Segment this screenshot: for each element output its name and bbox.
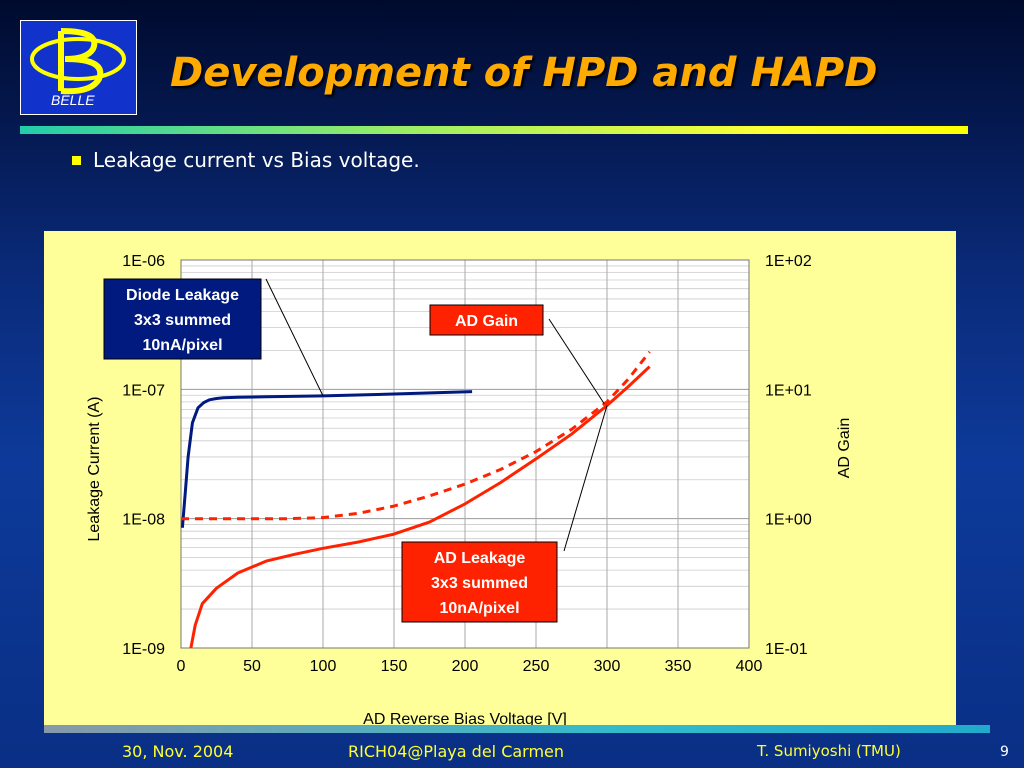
logo-label: BELLE	[51, 92, 95, 108]
y2-tick-label: 1E+02	[765, 253, 812, 270]
footer-author: T. Sumiyoshi (TMU)	[757, 742, 901, 760]
annotation-box	[401, 541, 558, 623]
x-tick-label: 150	[381, 658, 408, 675]
x-tick-label: 400	[736, 658, 763, 675]
chart-labels: 0 50 100 150 200 250 300 350 400 1E-06 1E-07 1E-08 1…	[86, 253, 853, 728]
page-number: 9	[1000, 744, 1009, 760]
y-tick-label: 1E-08	[122, 512, 165, 529]
y-tick-label: 1E-09	[122, 641, 165, 658]
bullet-item: Leakage current vs Bias voltage.	[72, 148, 420, 172]
annotation-text: Diode Leakage	[126, 287, 239, 304]
annotation-text: 3x3 summed	[134, 312, 231, 329]
footer-underline	[44, 725, 990, 733]
annotation-text: AD Leakage	[434, 550, 526, 567]
y2-tick-label: 1E+01	[765, 382, 812, 399]
page-title: Development of HPD and HAPD	[170, 50, 878, 96]
y-tick-label: 1E-06	[122, 253, 165, 270]
x-tick-label: 0	[177, 658, 186, 675]
chart-series	[180, 350, 651, 649]
belle-logo: BELLE	[20, 20, 137, 115]
y2-tick-label: 1E+00	[765, 512, 812, 529]
x-tick-label: 350	[665, 658, 692, 675]
annotation-text: 3x3 summed	[431, 575, 528, 592]
belle-b-icon	[30, 28, 126, 95]
y-axis-title: Leakage Current (A)	[86, 397, 103, 542]
bullet-text: Leakage current vs Bias voltage.	[93, 148, 420, 172]
y2-tick-label: 1E-01	[765, 641, 808, 658]
x-tick-label: 300	[594, 658, 621, 675]
annotation-leader-line	[563, 405, 608, 552]
annotation-text: 10nA/pixel	[439, 600, 519, 617]
annotation-ad-gain: AD Gain	[429, 304, 605, 404]
chart-axes	[180, 259, 750, 649]
x-tick-label: 250	[523, 658, 550, 675]
chart-panel: 0 50 100 150 200 250 300 350 400 1E-06 1E-07 1E-08 1…	[44, 231, 956, 731]
annotation-box	[103, 278, 262, 360]
footer-conference: RICH04@Playa del Carmen	[348, 742, 565, 761]
annotation-box	[429, 304, 544, 336]
annotation-text: 10nA/pixel	[142, 337, 222, 354]
x-axis-title: AD Reverse Bias Voltage [V]	[363, 711, 567, 728]
plot-frame	[180, 259, 750, 649]
annotation-ad-leakage: AD Leakage 3x3 summed 10nA/pixel	[401, 405, 608, 623]
x-tick-label: 100	[310, 658, 337, 675]
y-tick-label: 1E-07	[122, 382, 165, 399]
x-tick-label: 50	[243, 658, 261, 675]
series-line-diode-leakage	[180, 390, 473, 528]
annotation-text: AD Gain	[455, 313, 518, 330]
annotation-diode-leakage: Diode Leakage 3x3 summed 10nA/pixel	[103, 278, 324, 397]
title-underline	[20, 126, 968, 134]
annotation-leader-line	[548, 318, 605, 404]
footer-date: 30, Nov. 2004	[122, 742, 234, 761]
y2-axis-title: AD Gain	[836, 418, 853, 478]
chart-annotations: Diode Leakage 3x3 summed 10nA/pixel AD Gain…	[103, 278, 608, 623]
series-line-ad-gain	[181, 350, 651, 521]
chart-svg: 0 50 100 150 200 250 300 350 400 1E-06 1E-07 1E-08 1…	[86, 253, 853, 728]
series-line-ad-leakage	[189, 365, 651, 649]
bullet-square-icon	[72, 155, 81, 165]
x-tick-label: 200	[452, 658, 479, 675]
annotation-leader-line	[265, 278, 324, 397]
